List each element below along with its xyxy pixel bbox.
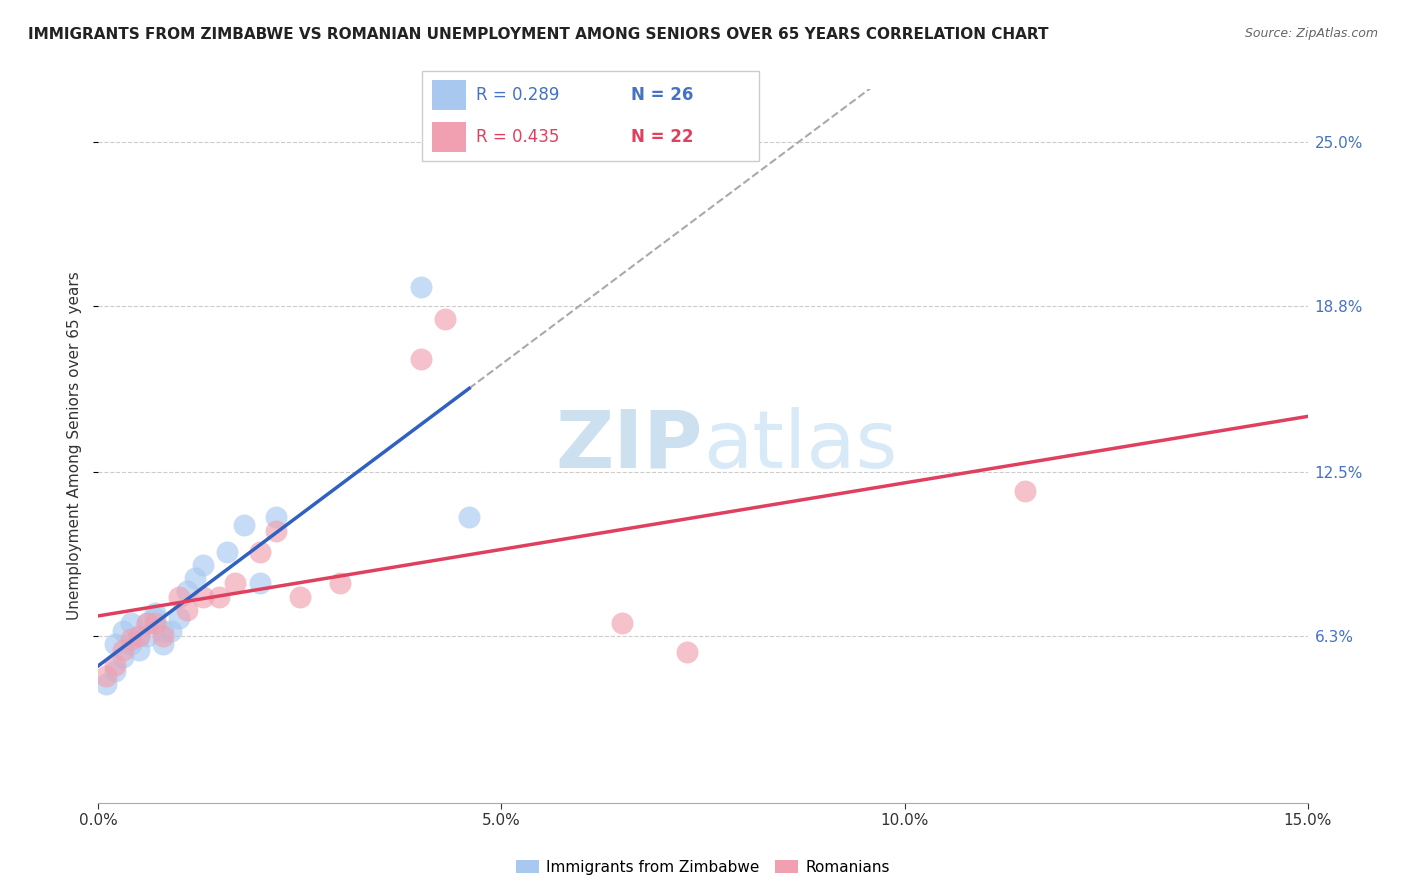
Point: [96, 677, 118, 691]
Point: [208, 590, 231, 604]
Point: [249, 545, 271, 559]
Point: [193, 558, 215, 572]
Point: [176, 584, 198, 599]
Point: [103, 664, 125, 678]
Point: [193, 590, 215, 604]
Point: [120, 637, 142, 651]
Point: [329, 576, 352, 591]
Point: [434, 312, 457, 326]
Point: [217, 545, 239, 559]
Point: [612, 616, 634, 631]
Point: [1014, 483, 1036, 498]
Point: [135, 629, 157, 643]
Point: [128, 629, 150, 643]
Point: [143, 616, 166, 631]
Point: [167, 590, 190, 604]
Point: [152, 629, 174, 643]
Point: [111, 624, 134, 638]
Point: [232, 518, 254, 533]
FancyBboxPatch shape: [432, 80, 465, 110]
Point: [264, 524, 287, 538]
Point: [103, 637, 125, 651]
Point: [143, 606, 166, 620]
FancyBboxPatch shape: [432, 122, 465, 152]
Text: R = 0.289: R = 0.289: [475, 87, 560, 104]
Legend: Immigrants from Zimbabwe, Romanians: Immigrants from Zimbabwe, Romanians: [510, 854, 896, 880]
Point: [409, 280, 432, 294]
Point: [249, 576, 271, 591]
Point: [111, 650, 134, 665]
Y-axis label: Unemployment Among Seniors over 65 years: Unemployment Among Seniors over 65 years: [67, 272, 83, 620]
Point: [458, 510, 481, 524]
Point: [264, 510, 287, 524]
Point: [152, 624, 174, 638]
Point: [128, 642, 150, 657]
Point: [224, 576, 246, 591]
Point: [143, 611, 166, 625]
Text: IMMIGRANTS FROM ZIMBABWE VS ROMANIAN UNEMPLOYMENT AMONG SENIORS OVER 65 YEARS CO: IMMIGRANTS FROM ZIMBABWE VS ROMANIAN UNE…: [28, 27, 1049, 42]
Point: [135, 616, 157, 631]
Point: [120, 616, 142, 631]
Point: [160, 624, 183, 638]
Point: [152, 637, 174, 651]
Text: Source: ZipAtlas.com: Source: ZipAtlas.com: [1244, 27, 1378, 40]
Point: [103, 658, 125, 673]
Point: [96, 669, 118, 683]
Point: [128, 629, 150, 643]
Text: ZIP: ZIP: [555, 407, 703, 485]
FancyBboxPatch shape: [422, 71, 759, 161]
Text: N = 22: N = 22: [631, 128, 693, 146]
Point: [176, 603, 198, 617]
Point: [288, 590, 311, 604]
Point: [120, 632, 142, 646]
Point: [676, 645, 699, 659]
Point: [111, 642, 134, 657]
Point: [184, 571, 207, 585]
Point: [167, 611, 190, 625]
Point: [135, 616, 157, 631]
Text: N = 26: N = 26: [631, 87, 693, 104]
Text: atlas: atlas: [703, 407, 897, 485]
Point: [409, 351, 432, 366]
Text: R = 0.435: R = 0.435: [475, 128, 560, 146]
